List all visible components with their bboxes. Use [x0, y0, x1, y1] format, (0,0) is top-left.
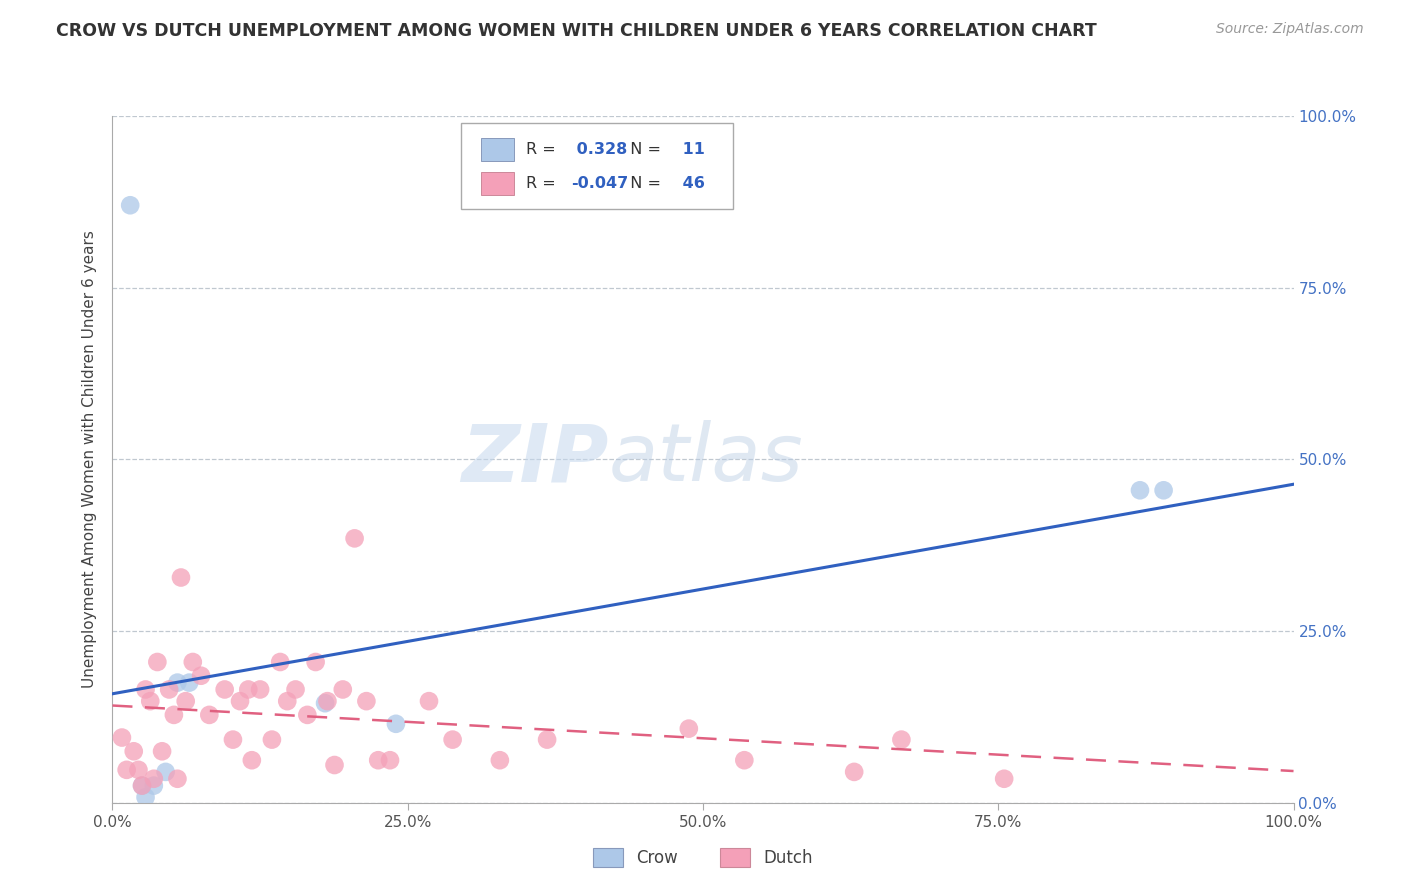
- Point: [733, 753, 755, 767]
- Point: [385, 716, 408, 731]
- FancyBboxPatch shape: [481, 138, 515, 161]
- Point: [678, 722, 700, 736]
- Point: [844, 764, 866, 779]
- Point: [343, 532, 366, 546]
- Point: [332, 682, 354, 697]
- Point: [150, 744, 173, 758]
- Point: [240, 753, 263, 767]
- FancyBboxPatch shape: [461, 123, 733, 209]
- FancyBboxPatch shape: [481, 172, 515, 195]
- Point: [163, 707, 186, 722]
- Point: [115, 763, 138, 777]
- Point: [190, 669, 212, 683]
- Point: [304, 655, 326, 669]
- Point: [418, 694, 440, 708]
- Point: [314, 696, 336, 710]
- Point: [131, 779, 153, 793]
- Text: Source: ZipAtlas.com: Source: ZipAtlas.com: [1216, 22, 1364, 37]
- Point: [260, 732, 283, 747]
- Text: 0.328: 0.328: [571, 142, 627, 157]
- Point: [135, 790, 157, 805]
- Text: R =: R =: [526, 176, 561, 191]
- Point: [297, 707, 319, 722]
- Point: [536, 732, 558, 747]
- Point: [890, 732, 912, 747]
- Point: [276, 694, 298, 708]
- Text: ZIP: ZIP: [461, 420, 609, 499]
- Text: 46: 46: [678, 176, 704, 191]
- Point: [127, 763, 149, 777]
- Point: [146, 655, 169, 669]
- Point: [166, 772, 188, 786]
- Point: [356, 694, 378, 708]
- Text: 11: 11: [678, 142, 704, 157]
- Point: [135, 682, 157, 697]
- Point: [269, 655, 291, 669]
- Text: atlas: atlas: [609, 420, 803, 499]
- Point: [170, 570, 193, 584]
- Point: [111, 731, 134, 745]
- Point: [198, 707, 221, 722]
- Point: [122, 744, 145, 758]
- Text: -0.047: -0.047: [571, 176, 628, 191]
- Point: [222, 732, 245, 747]
- Point: [378, 753, 401, 767]
- Point: [155, 764, 177, 779]
- Point: [229, 694, 252, 708]
- Text: N =: N =: [620, 142, 666, 157]
- Point: [316, 694, 339, 708]
- Point: [238, 682, 260, 697]
- Point: [179, 675, 201, 690]
- Point: [157, 682, 180, 697]
- Point: [323, 758, 346, 772]
- Text: N =: N =: [620, 176, 666, 191]
- Point: [139, 694, 162, 708]
- Point: [489, 753, 512, 767]
- Text: CROW VS DUTCH UNEMPLOYMENT AMONG WOMEN WITH CHILDREN UNDER 6 YEARS CORRELATION C: CROW VS DUTCH UNEMPLOYMENT AMONG WOMEN W…: [56, 22, 1097, 40]
- Point: [174, 694, 197, 708]
- Point: [142, 779, 165, 793]
- Point: [214, 682, 236, 697]
- Point: [367, 753, 389, 767]
- Point: [1129, 483, 1152, 498]
- Point: [166, 675, 188, 690]
- Point: [181, 655, 204, 669]
- Point: [131, 779, 153, 793]
- Point: [284, 682, 307, 697]
- Point: [993, 772, 1015, 786]
- Point: [249, 682, 271, 697]
- Point: [142, 772, 165, 786]
- Point: [1153, 483, 1175, 498]
- Text: R =: R =: [526, 142, 561, 157]
- Y-axis label: Unemployment Among Women with Children Under 6 years: Unemployment Among Women with Children U…: [82, 230, 97, 689]
- Legend: Crow, Dutch: Crow, Dutch: [586, 841, 820, 873]
- Point: [441, 732, 464, 747]
- Point: [120, 198, 142, 212]
